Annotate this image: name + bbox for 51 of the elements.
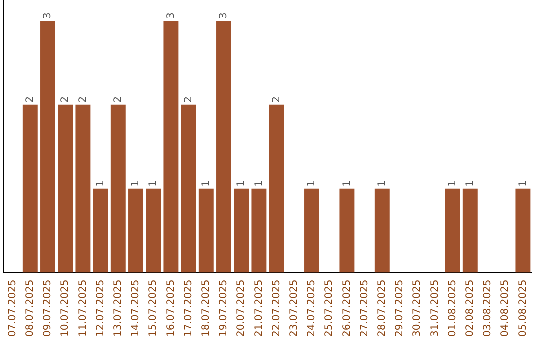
x-tick-label: 08.07.2025: [24, 280, 36, 338]
x-tick-label: 10.07.2025: [60, 280, 72, 338]
data-label: 1: [254, 180, 265, 187]
data-label: 3: [166, 12, 177, 19]
data-label: 2: [112, 96, 124, 103]
x-tick-label: 09.07.2025: [42, 280, 54, 338]
data-label: 2: [78, 96, 89, 103]
x-tick-label: 01.08.2025: [447, 280, 458, 338]
x-tick-label: 21.07.2025: [254, 280, 265, 338]
x-tick-label: 23.07.2025: [288, 280, 300, 338]
data-label: 1: [376, 180, 388, 187]
data-label: 1: [148, 180, 160, 187]
data-label: 1: [306, 180, 318, 187]
x-tick-label: 14.07.2025: [130, 280, 142, 338]
x-tick-label: 30.07.2025: [412, 280, 424, 338]
x-tick-label: 25.07.2025: [324, 280, 336, 338]
x-tick-label: 26.07.2025: [342, 280, 353, 338]
x-tick-label: 16.07.2025: [166, 280, 177, 338]
x-tick-label: 28.07.2025: [376, 280, 388, 338]
x-tick-label: 19.07.2025: [218, 280, 230, 338]
data-label: 1: [95, 180, 106, 187]
x-tick-label: 02.08.2025: [464, 280, 476, 338]
data-label: 1: [236, 180, 248, 187]
x-tick-label: 22.07.2025: [271, 280, 282, 338]
data-label: 3: [218, 12, 230, 19]
x-tick-label: 17.07.2025: [183, 280, 194, 338]
data-label: 1: [200, 180, 212, 187]
x-tick-label: 04.08.2025: [500, 280, 512, 338]
x-tick-label: 24.07.2025: [306, 280, 318, 338]
x-tick-label: 15.07.2025: [148, 280, 160, 338]
data-label: 3: [42, 12, 54, 19]
x-tick-label: 11.07.2025: [78, 280, 89, 338]
data-label: 1: [130, 180, 142, 187]
data-label: 1: [447, 180, 458, 187]
x-tick-label: 03.08.2025: [482, 280, 494, 338]
x-tick-label: 12.07.2025: [95, 280, 106, 338]
x-tick-label: 29.07.2025: [394, 280, 406, 338]
x-tick-label: 05.08.2025: [518, 280, 529, 338]
x-tick-label: 13.07.2025: [112, 280, 124, 338]
x-tick-label: 18.07.2025: [200, 280, 212, 338]
x-tick-label: 31.07.2025: [430, 280, 441, 338]
data-label: 1: [342, 180, 353, 187]
x-tick-label: 07.07.2025: [7, 280, 18, 338]
data-label: 2: [24, 96, 36, 103]
data-label: 2: [271, 96, 282, 103]
data-label: 2: [183, 96, 194, 103]
x-tick-label: 27.07.2025: [359, 280, 370, 338]
data-label: 2: [60, 96, 72, 103]
data-label: 1: [464, 180, 476, 187]
data-label: 1: [518, 180, 529, 187]
x-tick-label: 20.07.2025: [236, 280, 248, 338]
